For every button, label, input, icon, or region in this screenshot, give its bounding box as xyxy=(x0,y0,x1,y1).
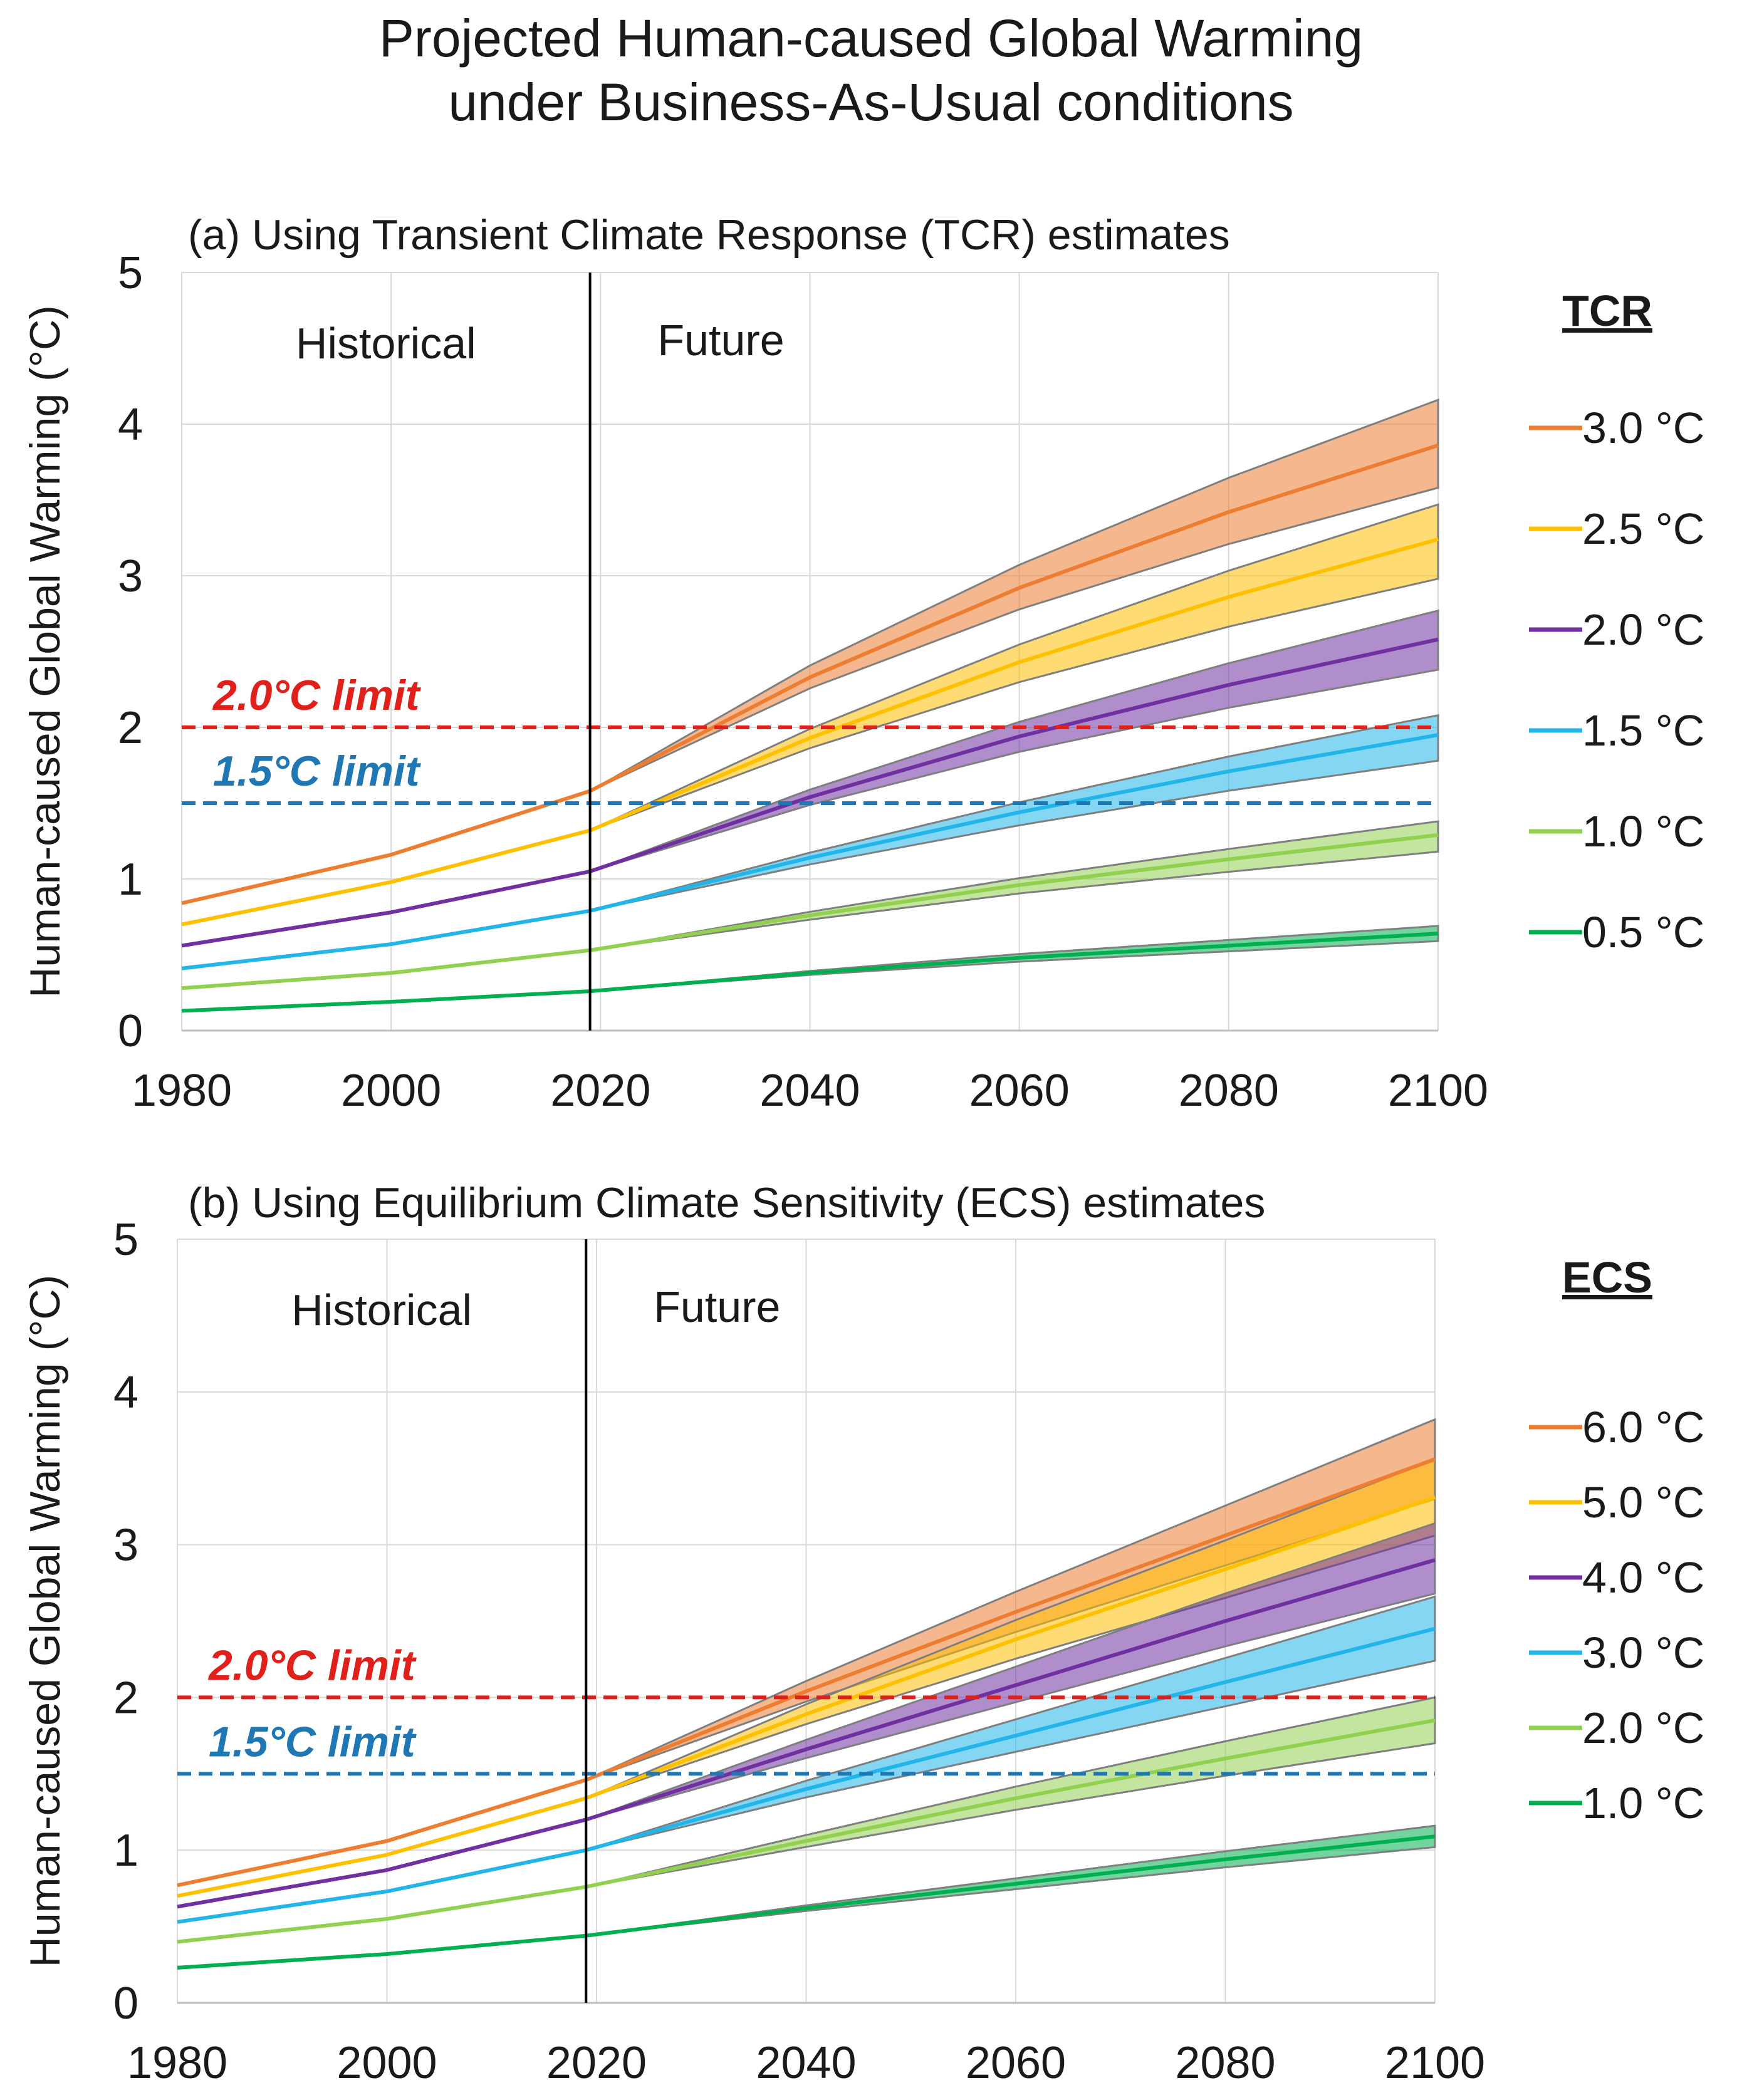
figure-title-line2: under Business-As-Usual conditions xyxy=(448,73,1293,132)
y-tick-label: 3 xyxy=(118,551,143,601)
region-label-future: Future xyxy=(654,1282,780,1331)
series-line xyxy=(177,1558,1436,1909)
x-tick-label: 2100 xyxy=(1388,1066,1488,1116)
series-line xyxy=(177,1834,1436,1970)
x-tick-label: 1980 xyxy=(127,2038,227,2088)
threshold-label: 1.5°C limit xyxy=(213,747,421,795)
legend-label: 0.5 °C xyxy=(1582,908,1704,957)
series-line xyxy=(177,1626,1436,1924)
panel-ecs: (b) Using Equilibrium Climate Sensitivit… xyxy=(21,1179,1704,2088)
panel-tcr: (a) Using Transient Climate Response (TC… xyxy=(21,211,1704,1116)
y-axis-label: Human-caused Global Warming (°C) xyxy=(21,1275,69,1967)
y-axis-label: Human-caused Global Warming (°C) xyxy=(21,305,69,997)
panel-title: (b) Using Equilibrium Climate Sensitivit… xyxy=(188,1179,1265,1227)
y-tick-label: 2 xyxy=(113,1673,138,1723)
x-tick-label: 2060 xyxy=(966,2038,1066,2088)
threshold-label: 1.5°C limit xyxy=(209,1718,417,1765)
y-tick-label: 4 xyxy=(113,1368,138,1418)
x-tick-label: 2020 xyxy=(550,1066,650,1116)
threshold-label: 2.0°C limit xyxy=(207,1641,417,1689)
y-tick-label: 2 xyxy=(118,703,143,753)
y-tick-label: 5 xyxy=(118,248,143,298)
x-tick-label: 2080 xyxy=(1179,1066,1279,1116)
series-line xyxy=(181,637,1439,948)
series-line xyxy=(181,833,1439,990)
series-line xyxy=(177,1718,1436,1944)
legend-title: ECS xyxy=(1562,1253,1652,1302)
panel-title: (a) Using Transient Climate Response (TC… xyxy=(188,211,1230,259)
x-tick-label: 2080 xyxy=(1175,2038,1275,2088)
series-line xyxy=(177,1495,1436,1898)
legend-label: 1.5 °C xyxy=(1582,706,1704,755)
series-line xyxy=(181,538,1439,927)
legend-label: 6.0 °C xyxy=(1582,1403,1704,1452)
x-tick-label: 2040 xyxy=(756,2038,856,2088)
x-tick-label: 2040 xyxy=(759,1066,860,1116)
region-label-historical: Historical xyxy=(296,319,476,368)
x-tick-label: 2100 xyxy=(1385,2038,1485,2088)
legend-label: 3.0 °C xyxy=(1582,403,1704,452)
uncertainty-band xyxy=(589,398,1439,792)
figure-title-line1: Projected Human-caused Global Warming xyxy=(379,9,1363,68)
y-tick-label: 3 xyxy=(113,1520,138,1571)
legend-label: 2.0 °C xyxy=(1582,605,1704,654)
series-line xyxy=(177,1457,1436,1888)
legend-label: 1.0 °C xyxy=(1582,1779,1704,1827)
legend-label: 3.0 °C xyxy=(1582,1628,1704,1677)
x-tick-label: 2000 xyxy=(336,2038,437,2088)
uncertainty-band xyxy=(585,1522,1436,1821)
legend-title: TCR xyxy=(1562,286,1652,335)
x-tick-label: 2000 xyxy=(341,1066,441,1116)
series-line xyxy=(181,444,1439,905)
threshold-label: 2.0°C limit xyxy=(212,672,421,719)
series-line xyxy=(181,733,1439,970)
y-tick-label: 0 xyxy=(113,1978,138,2029)
uncertainty-band xyxy=(585,1457,1436,1799)
y-tick-label: 5 xyxy=(113,1215,138,1265)
y-tick-label: 0 xyxy=(118,1006,143,1056)
legend-label: 5.0 °C xyxy=(1582,1478,1704,1527)
y-tick-label: 4 xyxy=(118,400,143,450)
legend-label: 1.0 °C xyxy=(1582,807,1704,856)
x-tick-label: 2060 xyxy=(969,1066,1070,1116)
x-tick-label: 1980 xyxy=(132,1066,232,1116)
y-tick-label: 1 xyxy=(113,1826,138,1876)
x-tick-label: 2020 xyxy=(546,2038,647,2088)
legend-label: 2.0 °C xyxy=(1582,1703,1704,1752)
region-label-future: Future xyxy=(657,316,784,365)
legend-label: 4.0 °C xyxy=(1582,1553,1704,1602)
series-line xyxy=(181,932,1439,1013)
y-tick-label: 1 xyxy=(118,855,143,905)
legend-label: 2.5 °C xyxy=(1582,504,1704,553)
region-label-historical: Historical xyxy=(291,1286,472,1334)
